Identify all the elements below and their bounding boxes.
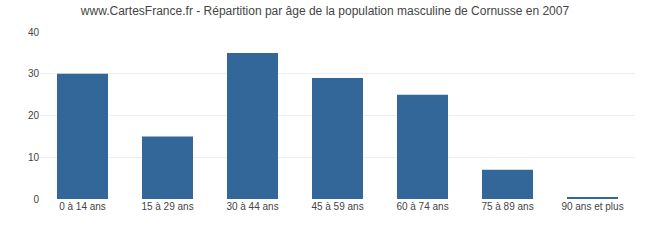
svg-text:www.CartesFrance.fr - Répartit: www.CartesFrance.fr - Répartition par âg… bbox=[80, 4, 570, 18]
svg-text:10: 10 bbox=[28, 152, 40, 163]
svg-text:0: 0 bbox=[33, 194, 39, 205]
svg-text:40: 40 bbox=[28, 27, 40, 38]
svg-text:90 ans et plus: 90 ans et plus bbox=[561, 201, 623, 212]
svg-text:75 à 89 ans: 75 à 89 ans bbox=[481, 201, 533, 212]
svg-text:0 à 14 ans: 0 à 14 ans bbox=[59, 201, 106, 212]
svg-text:20: 20 bbox=[28, 110, 40, 121]
svg-text:15 à 29 ans: 15 à 29 ans bbox=[141, 201, 193, 212]
svg-text:30: 30 bbox=[28, 68, 40, 79]
svg-text:45 à 59 ans: 45 à 59 ans bbox=[311, 201, 363, 212]
svg-text:60 à 74 ans: 60 à 74 ans bbox=[396, 201, 448, 212]
svg-text:30 à 44 ans: 30 à 44 ans bbox=[226, 201, 278, 212]
